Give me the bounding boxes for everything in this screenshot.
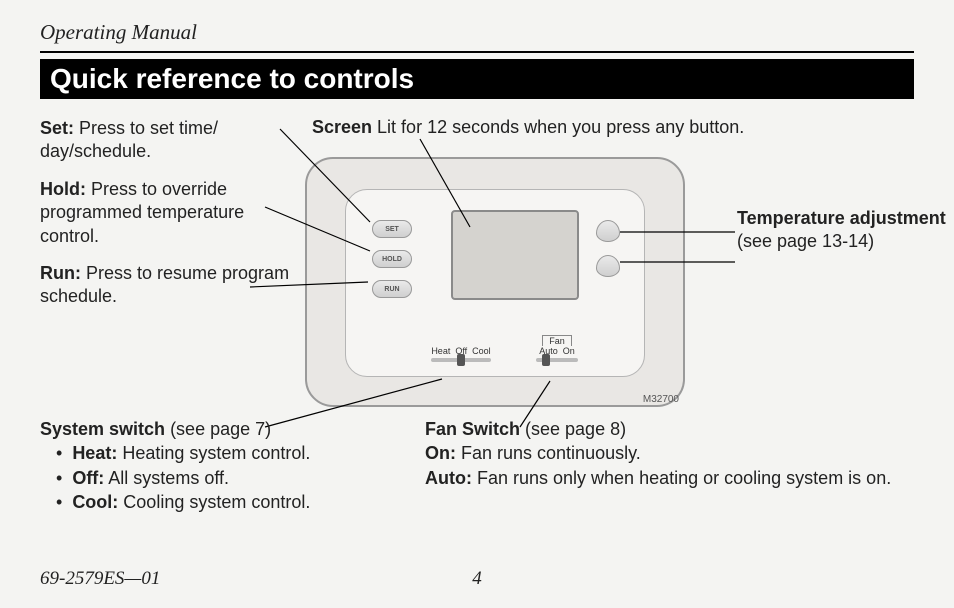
content-area: Set: Press to set time/ day/schedule. Ho… xyxy=(40,117,914,547)
hold-button: HOLD xyxy=(372,250,412,268)
fan-thumb xyxy=(542,354,550,366)
system-thumb xyxy=(457,354,465,366)
fan-title: Fan xyxy=(542,335,572,346)
header-rule xyxy=(40,51,914,53)
hold-desc: Hold: Press to override programmed tempe… xyxy=(40,178,290,248)
set-desc: Set: Press to set time/ day/schedule. xyxy=(40,117,290,164)
run-button: RUN xyxy=(372,280,412,298)
footer-doc-id: 69-2579ES—01 xyxy=(40,568,160,590)
fan-switch-desc: Fan Switch (see page 8) On: Fan runs con… xyxy=(425,417,925,490)
device-face: SET HOLD RUN Heat Off Cool Fan Auto On xyxy=(345,189,645,377)
left-descriptions: Set: Press to set time/ day/schedule. Ho… xyxy=(40,117,290,323)
model-number: M32700 xyxy=(643,394,679,405)
section-title: Quick reference to controls xyxy=(40,59,914,99)
system-track xyxy=(431,358,491,362)
fan-switch: Fan Auto On xyxy=(536,335,578,362)
lcd-screen xyxy=(451,210,579,300)
up-button xyxy=(596,220,620,242)
run-desc: Run: Press to resume program schedule. xyxy=(40,262,290,309)
thermostat-diagram: SET HOLD RUN Heat Off Cool Fan Auto On M… xyxy=(305,157,685,407)
system-switch: Heat Off Cool xyxy=(431,346,491,362)
set-button: SET xyxy=(372,220,412,238)
temperature-note: Temperature adjustment (see page 13-14) xyxy=(737,207,947,254)
footer-page-number: 4 xyxy=(472,568,482,590)
system-switch-desc: System switch (see page 7) Heat: Heating… xyxy=(40,417,410,514)
down-button xyxy=(596,255,620,277)
page-header: Operating Manual xyxy=(40,20,914,45)
fan-track xyxy=(536,358,578,362)
screen-note: Screen Lit for 12 seconds when you press… xyxy=(312,117,744,138)
